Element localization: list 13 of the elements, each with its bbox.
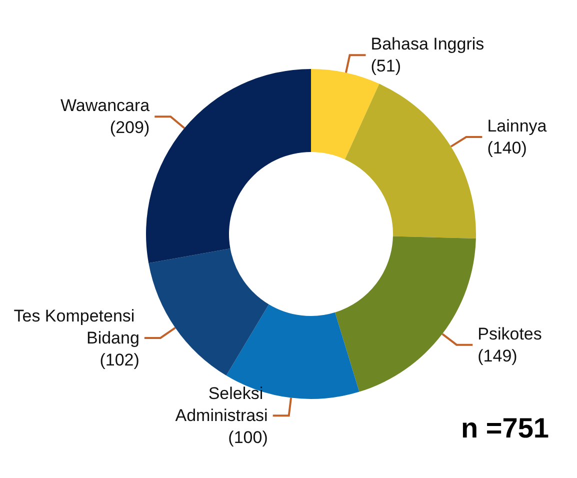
data-label: (209) — [110, 118, 150, 138]
text: n =751 — [461, 412, 549, 444]
data-label: (140) — [487, 138, 527, 158]
slice-label: Wawancara — [60, 96, 150, 116]
data-label: (149) — [478, 346, 518, 366]
slice-label: Bahasa Inggris — [370, 34, 484, 54]
data-label: (102) — [100, 350, 140, 370]
slice-label: Tes Kompetensi Bidang — [14, 306, 140, 348]
data-label: (51) — [370, 56, 401, 76]
slice-label: Lainnya — [487, 116, 548, 136]
data-label: (100) — [228, 428, 268, 448]
slice-label: Psikotes — [478, 324, 542, 344]
slice-label: Seleksi Administrasi — [175, 384, 268, 426]
